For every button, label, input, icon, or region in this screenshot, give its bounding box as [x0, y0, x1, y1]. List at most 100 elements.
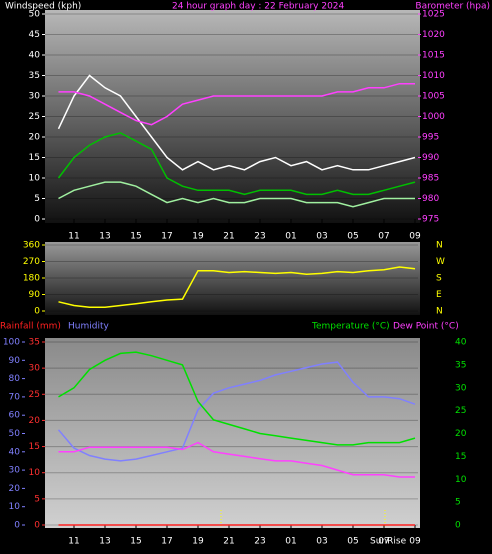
y2-tick-label: 35 — [455, 360, 466, 370]
y3-tick-label: 40 — [9, 447, 21, 457]
panel-temperature — [45, 338, 420, 528]
legend-entry: Temperature (°C) — [311, 322, 390, 332]
y2-tick-label: 995 — [422, 133, 439, 143]
x-tick-label: 23 — [254, 537, 265, 547]
series-line — [57, 132, 416, 196]
x-tick-label: 15 — [130, 232, 141, 242]
x-tick-label: 19 — [192, 537, 204, 547]
y2-tick-label: 1010 — [422, 71, 445, 81]
legend-entry: Humidity — [68, 322, 109, 332]
y-tick-label: 45 — [29, 30, 40, 40]
series-line — [58, 82, 415, 126]
x-tick-label: 17 — [161, 537, 172, 547]
y2-tick-label: 975 — [422, 215, 439, 225]
y-label: Windspeed (kph) — [5, 2, 81, 12]
y-tick-label: 25 — [29, 112, 40, 122]
x-tick-label: 21 — [223, 537, 234, 547]
x-tick-label: 03 — [316, 537, 327, 547]
y2-tick-label: 10 — [455, 475, 467, 485]
x-tick-label: 05 — [347, 232, 358, 242]
y-tick-label: 25 — [29, 390, 40, 400]
y-tick-label: 15 — [29, 442, 40, 452]
x-tick-label: 07 — [378, 537, 389, 547]
y-tick-label: 360 — [23, 241, 40, 251]
x-tick-label: 09 — [409, 537, 421, 547]
y-tick-label: 30 — [29, 92, 41, 102]
y3-tick-label: 80 — [9, 374, 21, 384]
y2-tick-label: 1015 — [422, 51, 445, 61]
y-tick-label: 20 — [29, 133, 41, 143]
legend-entry: Rainfall (mm) — [0, 322, 61, 332]
x-tick-label: 21 — [223, 232, 234, 242]
y3-tick-label: 0 — [14, 521, 20, 531]
panel-wind — [45, 10, 420, 223]
y3-tick-label: 90 — [9, 356, 21, 366]
x-tick-label: 01 — [285, 537, 296, 547]
x-tick-label: 09 — [409, 232, 421, 242]
y-tick-label: 10 — [29, 174, 41, 184]
y2-tick-label: 0 — [455, 521, 461, 531]
y-tick-label: 35 — [29, 338, 40, 348]
x-tick-label: 13 — [99, 232, 110, 242]
y-tick-label: 15 — [29, 153, 40, 163]
y-tick-label: 5 — [34, 494, 40, 504]
series-line — [58, 351, 416, 446]
series-line — [58, 181, 415, 208]
y-tick-label: 40 — [29, 51, 41, 61]
y-tick-label: 270 — [23, 257, 40, 267]
x-tick-label: 01 — [285, 232, 296, 242]
y2-tick-label: E — [436, 290, 442, 300]
y2-tick-label: 1005 — [422, 92, 445, 102]
y3-tick-label: 20 — [9, 484, 21, 494]
y2-tick-label: 40 — [455, 338, 467, 348]
y2-tick-label: 1020 — [422, 30, 445, 40]
y2-tick-label: 25 — [455, 406, 466, 416]
x-tick-label: 15 — [130, 537, 141, 547]
y3-tick-label: 70 — [9, 392, 21, 402]
y-tick-label: 5 — [34, 194, 40, 204]
y2-tick-label: 1025 — [422, 10, 445, 20]
x-tick-label: 11 — [68, 537, 79, 547]
panel-direction — [45, 242, 420, 315]
annotation: SunRise — [370, 537, 407, 547]
y-tick-label: 30 — [29, 364, 41, 374]
x-tick-label: 13 — [99, 537, 110, 547]
y-tick-label: 10 — [29, 468, 41, 478]
y3-tick-label: 100 — [3, 338, 20, 348]
x-tick-label: 17 — [161, 232, 172, 242]
y-tick-label: 0 — [34, 215, 40, 225]
y2-tick-label: 985 — [422, 174, 439, 184]
y3-tick-label: 30 — [9, 466, 21, 476]
x-tick-label: 19 — [192, 232, 204, 242]
series-line — [57, 74, 416, 171]
series-line — [58, 266, 416, 309]
y2-tick-label: W — [436, 257, 445, 267]
x-tick-label: 05 — [347, 537, 358, 547]
y2-tick-label: 20 — [455, 429, 467, 439]
x-tick-label: 03 — [316, 232, 327, 242]
y-tick-label: 180 — [23, 274, 40, 284]
y2-tick-label: 15 — [455, 452, 466, 462]
y-tick-label: 35 — [29, 71, 40, 81]
y2-tick-label: N — [436, 307, 443, 317]
y2-tick-label: 30 — [455, 383, 467, 393]
y-tick-label: 50 — [29, 10, 41, 20]
series-line — [58, 441, 415, 478]
y-tick-label: 0 — [34, 521, 40, 531]
x-tick-label: 11 — [68, 232, 79, 242]
y-tick-label: 20 — [29, 416, 41, 426]
series-line — [57, 361, 416, 462]
y3-tick-label: 10 — [9, 502, 21, 512]
y3-tick-label: 50 — [9, 429, 21, 439]
y2-tick-label: S — [436, 274, 442, 284]
y-tick-label: 0 — [34, 307, 40, 317]
y2-label: Barometer (hpa) — [415, 2, 490, 12]
chart-title: 24 hour graph day : 22 February 2024 — [172, 2, 345, 12]
y2-tick-label: 5 — [455, 498, 461, 508]
y2-tick-label: N — [436, 241, 443, 251]
y-tick-label: 90 — [29, 290, 41, 300]
y2-tick-label: 1000 — [422, 112, 445, 122]
y2-tick-label: 990 — [422, 153, 439, 163]
x-tick-label: 07 — [378, 232, 389, 242]
